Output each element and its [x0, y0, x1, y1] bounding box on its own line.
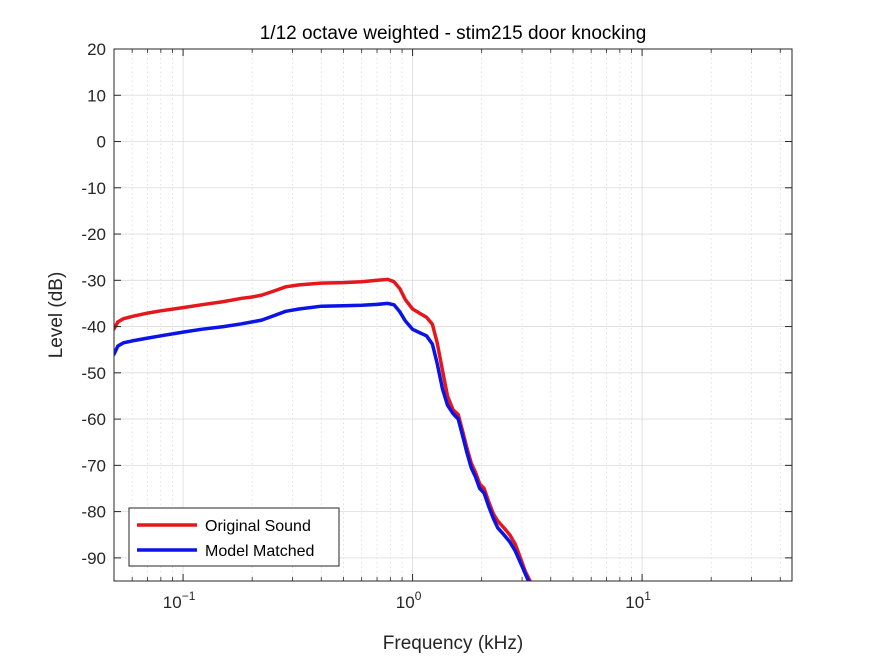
- plot-area: [114, 49, 792, 581]
- y-tick-labels: 20 10 0 -10 -20 -30 -40 -50 -60 -70 -80 -90: [81, 40, 106, 568]
- series-layer: [114, 277, 532, 581]
- y-axis-title: Level (dB): [46, 272, 67, 359]
- x-tick-label: 10−1: [163, 589, 196, 612]
- y-tick-label: -30: [81, 271, 106, 290]
- y-tick-label: -10: [81, 179, 106, 198]
- y-tick-label: -40: [81, 318, 106, 337]
- x-tick-label: 101: [625, 589, 651, 612]
- chart-title: 1/12 octave weighted - stim215 door knoc…: [260, 23, 647, 44]
- y-tick-label: -80: [81, 503, 106, 522]
- legend-label-model: Model Matched: [205, 543, 314, 560]
- y-tick-label: -70: [81, 456, 106, 475]
- legend-label-original: Original Sound: [205, 518, 311, 535]
- y-tick-label: 0: [97, 133, 106, 152]
- y-tick-label: -90: [81, 549, 106, 568]
- y-tick-label: -20: [81, 225, 106, 244]
- legend-box: [128, 507, 340, 567]
- y-tick-label: 20: [87, 40, 106, 59]
- x-tick-label: 100: [396, 589, 422, 612]
- series-line-model-matched: [114, 301, 531, 581]
- axis-ticks: [113, 48, 792, 581]
- legend: Original Sound Model Matched: [128, 507, 340, 567]
- x-axis-title: Frequency (kHz): [383, 633, 523, 654]
- x-tick-labels: 10−1 100 101: [163, 589, 651, 612]
- y-tick-label: -60: [81, 410, 106, 429]
- y-tick-label: -50: [81, 364, 106, 383]
- plot-frame: [113, 48, 793, 582]
- y-tick-label: 10: [87, 86, 106, 105]
